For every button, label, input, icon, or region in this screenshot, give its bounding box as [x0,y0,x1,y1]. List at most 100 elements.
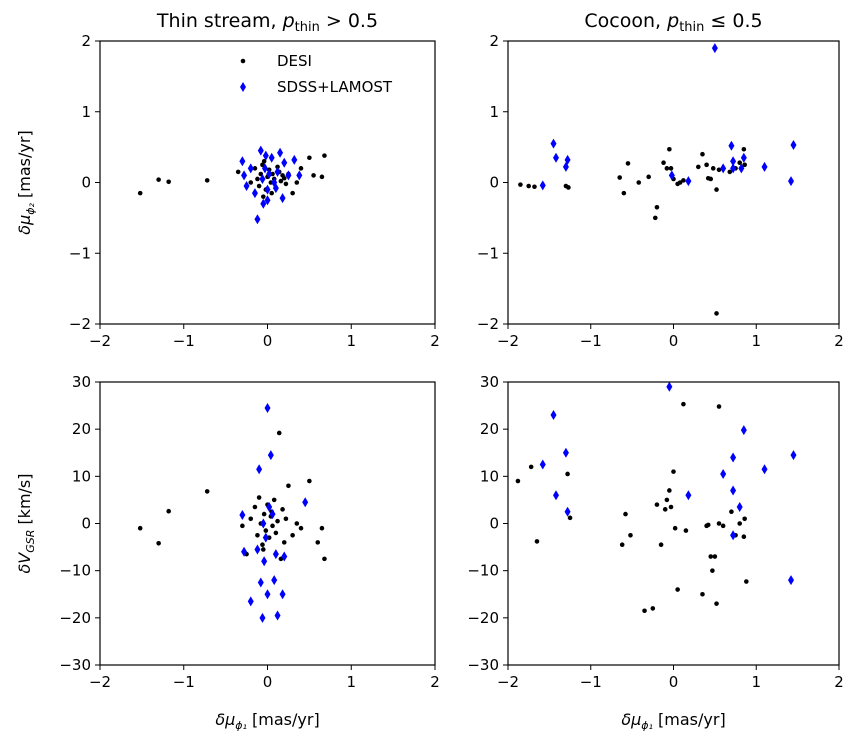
sdss-lamost-point [738,163,745,174]
desi-point [664,497,670,503]
sdss-lamost-point [552,490,559,501]
x-tick-label: 1 [346,332,356,350]
sdss-lamost-point [790,450,797,461]
panel-title: Cocoon, pthin ≤ 0.5 [584,10,762,35]
desi-point [515,478,521,484]
desi-point [700,151,705,157]
x-tick-label: 2 [834,673,843,691]
sdss-lamost-point [264,402,271,413]
desi-point [294,180,300,185]
desi-point [290,190,295,196]
desi-point [166,179,171,185]
y-tick-label: 1 [489,103,499,121]
y-tick-label: −10 [59,562,91,580]
sdss-lamost-point [259,612,266,623]
desi-point [311,173,316,178]
series-sdss-lamost [239,145,303,225]
sdss-lamost-point [239,156,246,167]
y-tick-label: −20 [59,609,91,627]
sdss-lamost-point [564,506,571,517]
x-tick-label: −1 [580,332,602,350]
desi-point [621,190,627,196]
sdss-lamost-point [247,596,254,607]
desi-point [681,178,686,183]
desi-point [256,495,262,500]
sdss-lamost-point [728,140,735,151]
desi-point [737,160,742,165]
sdss-lamost-point [262,150,269,161]
sdss-lamost-point [685,176,692,187]
desi-point [276,430,282,436]
sdss-lamost-point [261,556,268,567]
desi-point [235,169,241,175]
series-sdss-lamost [539,43,797,191]
desi-point [737,521,742,526]
sdss-lamost-point [720,468,727,479]
desi-point [294,521,300,526]
y-tick-label: 0 [489,174,499,192]
sdss-lamost-point [790,140,797,151]
legend: DESI SDSS+LAMOST [240,52,393,96]
sdss-lamost-point [788,176,795,187]
sdss-lamost-point [264,589,271,600]
desi-point [271,497,277,503]
desi-point [315,540,321,545]
sdss-lamost-point [274,166,281,177]
y-tick-label: 2 [81,32,91,50]
x-tick-label: 0 [263,673,273,691]
x-tick-label: −1 [173,332,195,350]
desi-point [307,155,312,161]
desi-point [681,401,686,407]
sdss-lamost-point [260,518,267,529]
legend-diamond-marker [240,82,246,92]
desi-point [156,541,161,546]
sdss-lamost-point [539,180,546,191]
desi-point [729,509,734,515]
desi-point [281,540,287,545]
desi-point [710,568,715,573]
sdss-lamost-point [241,546,248,557]
sdss-lamost-point [562,447,569,458]
desi-point [741,534,747,540]
desi-point [280,507,285,512]
desi-point [672,525,678,531]
axes-frame [507,40,840,325]
desi-point [166,508,171,514]
x-tick-label: 1 [346,673,356,691]
desi-point [156,177,161,182]
x-axis-label: δμϕ₁ [mas/yr] [215,710,319,732]
y-tick-label: 1 [81,103,91,121]
sdss-lamost-point [279,589,286,600]
sdss-lamost-point [788,575,795,586]
desi-point [322,556,327,562]
y-tick-label: 2 [489,32,499,50]
desi-point [677,180,683,185]
desi-point [298,525,304,531]
sdss-lamost-point [685,490,692,501]
series-sdss-lamost [539,381,797,586]
x-tick-label: 1 [751,332,761,350]
desi-point [567,515,573,521]
series-sdss-lamost [239,402,309,623]
sdss-lamost-point [279,193,286,204]
y-tick-label: 10 [480,467,499,485]
axes-frame [99,381,436,666]
x-tick-label: −1 [173,673,195,691]
desi-point [137,525,143,531]
desi-point [526,183,531,189]
y-tick-label: −2 [69,315,91,333]
axes-frame [99,40,436,325]
desi-point [273,530,279,536]
desi-point [290,532,295,538]
y-tick-label: 0 [81,174,91,192]
sdss-lamost-point [740,152,747,163]
desi-point [671,469,676,474]
legend-label: SDSS+LAMOST [277,78,393,96]
sdss-lamost-point [730,156,737,167]
sdss-lamost-point [550,410,557,421]
sdss-lamost-point [260,198,267,209]
desi-point [298,166,304,171]
desi-point [700,591,705,597]
sdss-lamost-point [247,163,254,174]
sdss-lamost-point [257,145,264,156]
